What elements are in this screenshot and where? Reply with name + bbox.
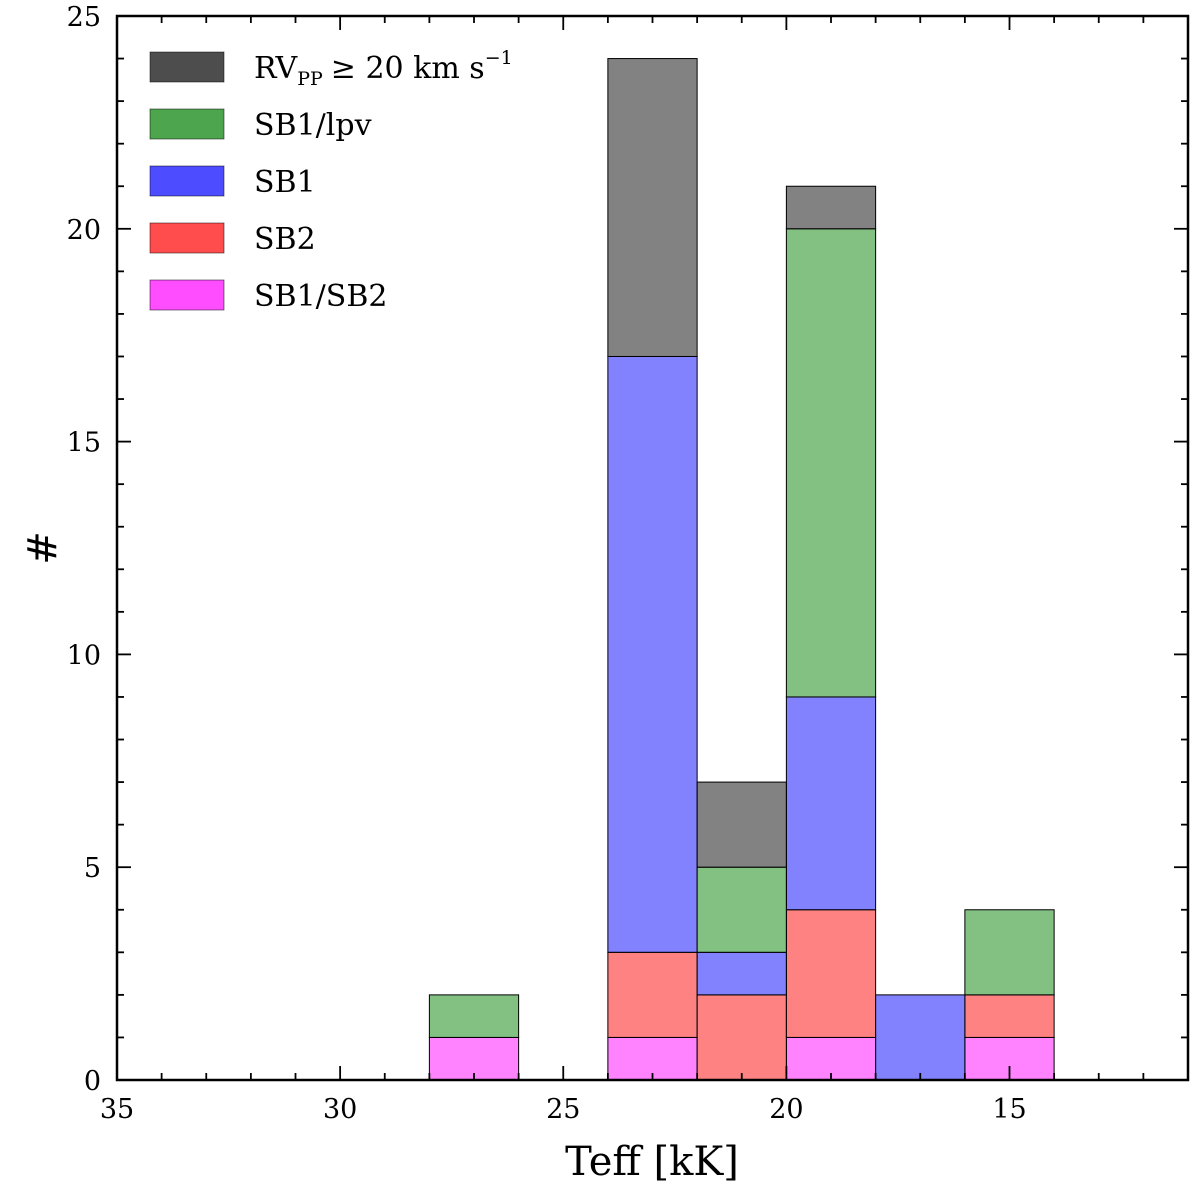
legend-swatch [149, 222, 225, 254]
legend-label: SB2 [254, 222, 316, 257]
legend-label: SB1/lpv [254, 108, 372, 143]
bar-sb2-bin-6 [964, 994, 1055, 1038]
bar-sb2-bin-2 [607, 951, 698, 1038]
axes-group: 35 30 25 20 15 0 5 10 15 20 25 [67, 2, 1190, 1125]
bar-sb1-lpv-bin-3 [696, 866, 787, 953]
bar-sb1-bin-4 [785, 696, 877, 911]
bar-sb2-bin-3 [696, 994, 787, 1081]
bar-sb1-lpv-bin-0 [428, 994, 520, 1038]
y-tick-label: 0 [84, 1066, 101, 1097]
bar-sb1-lpv-bin-4 [785, 228, 877, 698]
legend-swatch [149, 279, 225, 311]
x-tick-label: 30 [323, 1094, 357, 1125]
bar-sb1-bin-3 [696, 951, 787, 996]
y-tick-label: 20 [67, 215, 101, 246]
bars-group [428, 58, 1055, 1081]
y-tick-label: 5 [84, 853, 101, 884]
bar-rvpp-20-km-s-1-bin-3 [696, 781, 787, 868]
y-tick-label: 10 [67, 640, 101, 671]
y-tick-label: 25 [67, 2, 101, 33]
bar-sb1-bin-2 [607, 355, 698, 953]
legend-label: SB1/SB2 [254, 279, 387, 314]
x-tick-label: 35 [100, 1094, 134, 1125]
bar-sb2-bin-4 [785, 909, 877, 1038]
bar-rvpp-20-km-s-1-bin-2 [607, 58, 698, 357]
y-axis-label: # [20, 531, 66, 565]
bar-sb1-sb2-bin-2 [607, 1036, 698, 1081]
legend-swatch [149, 51, 225, 83]
bar-sb1-lpv-bin-6 [964, 909, 1055, 996]
legend-swatch [149, 165, 225, 197]
legend-label: SB1 [254, 165, 316, 200]
x-tick-label: 25 [546, 1094, 580, 1125]
x-tick-label: 20 [769, 1094, 803, 1125]
x-axis-label: Teff [kK] [565, 1139, 739, 1185]
legend-label: RVPP ≥ 20 km s−1 [254, 47, 513, 90]
bar-sb1-sb2-bin-0 [428, 1036, 520, 1081]
legend-swatch [149, 108, 225, 140]
bar-sb1-bin-5 [875, 994, 966, 1081]
legend: RVPP ≥ 20 km s−1 SB1/lpv SB1 SB2 SB1/SB2 [149, 47, 513, 314]
y-tick-label: 15 [67, 428, 101, 459]
bar-rvpp-20-km-s-1-bin-4 [785, 185, 877, 230]
x-tick-label: 15 [992, 1094, 1026, 1125]
